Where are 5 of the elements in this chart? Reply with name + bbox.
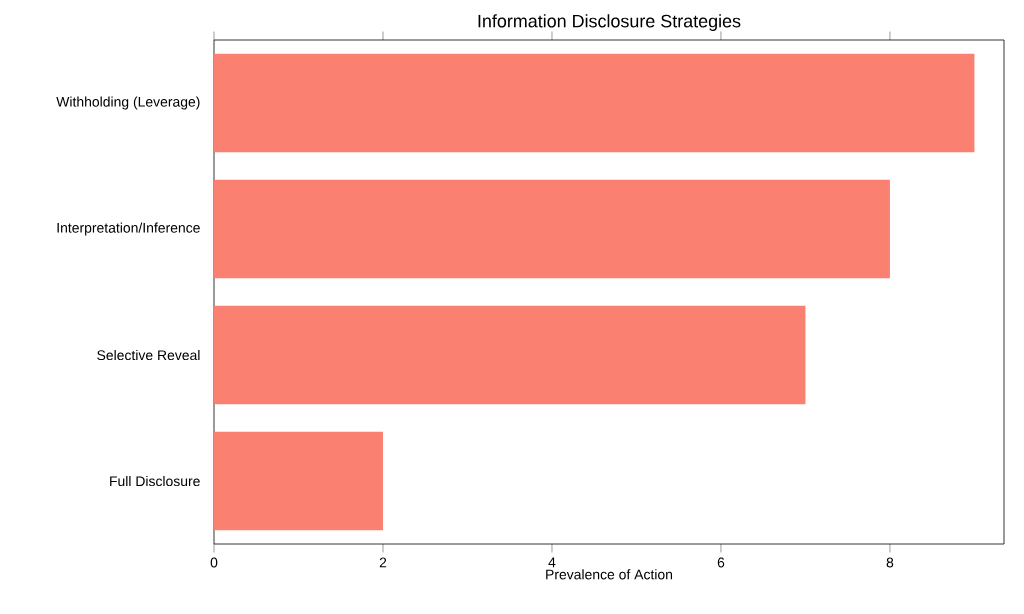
bar [214, 179, 890, 279]
chart-title: Information Disclosure Strategies [478, 14, 741, 31]
bar [214, 53, 975, 153]
bar [214, 431, 383, 531]
bar [214, 305, 806, 405]
